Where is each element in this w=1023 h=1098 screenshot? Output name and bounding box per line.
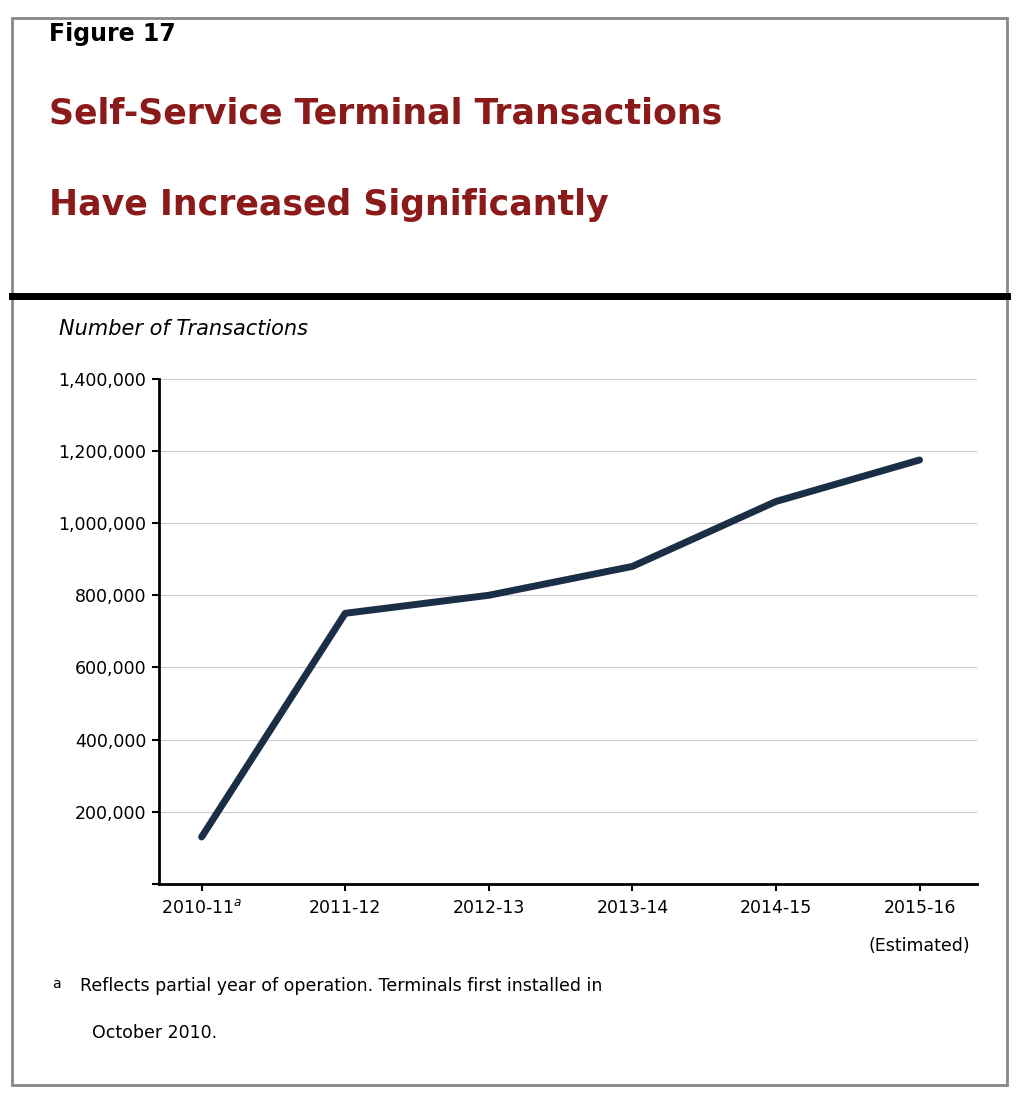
Text: Reflects partial year of operation. Terminals first installed in: Reflects partial year of operation. Term… (80, 977, 602, 995)
Text: Have Increased Significantly: Have Increased Significantly (49, 188, 609, 222)
Text: a: a (52, 977, 60, 991)
Text: Number of Transactions: Number of Transactions (59, 320, 308, 339)
Text: October 2010.: October 2010. (92, 1024, 217, 1042)
Text: Self-Service Terminal Transactions: Self-Service Terminal Transactions (49, 97, 722, 131)
Text: (Estimated): (Estimated) (869, 937, 971, 954)
Text: Figure 17: Figure 17 (49, 22, 176, 46)
